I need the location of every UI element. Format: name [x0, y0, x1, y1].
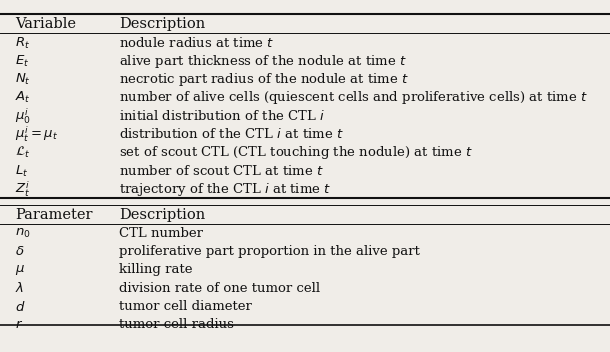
Text: $\mathcal{L}_t$: $\mathcal{L}_t$: [15, 145, 30, 160]
Text: division rate of one tumor cell: division rate of one tumor cell: [119, 282, 320, 295]
Text: $R_t$: $R_t$: [15, 36, 30, 50]
Text: killing rate: killing rate: [119, 264, 192, 277]
Text: distribution of the CTL $i$ at time $t$: distribution of the CTL $i$ at time $t$: [119, 127, 344, 142]
Text: $Z_t^i$: $Z_t^i$: [15, 180, 30, 199]
Text: $N_t$: $N_t$: [15, 72, 31, 87]
Text: Variable: Variable: [15, 17, 76, 31]
Text: alive part thickness of the nodule at time $t$: alive part thickness of the nodule at ti…: [119, 53, 407, 70]
Text: initial distribution of the CTL $i$: initial distribution of the CTL $i$: [119, 109, 325, 123]
Text: $r$: $r$: [15, 319, 23, 332]
Text: $n_0$: $n_0$: [15, 227, 31, 240]
Text: necrotic part radius of the nodule at time $t$: necrotic part radius of the nodule at ti…: [119, 71, 409, 88]
Text: Description: Description: [119, 208, 205, 221]
Text: $\delta$: $\delta$: [15, 245, 25, 258]
Text: $\mu_t^i = \mu_t$: $\mu_t^i = \mu_t$: [15, 125, 59, 144]
Text: number of scout CTL at time $t$: number of scout CTL at time $t$: [119, 164, 324, 178]
Text: set of scout CTL (CTL touching the nodule) at time $t$: set of scout CTL (CTL touching the nodul…: [119, 144, 473, 161]
Text: trajectory of the CTL $i$ at time $t$: trajectory of the CTL $i$ at time $t$: [119, 181, 331, 198]
Text: CTL number: CTL number: [119, 227, 203, 240]
Text: $\mu$: $\mu$: [15, 263, 25, 277]
Text: number of alive cells (quiescent cells and proliferative cells) at time $t$: number of alive cells (quiescent cells a…: [119, 89, 588, 106]
Text: $\mu_0^i$: $\mu_0^i$: [15, 106, 31, 126]
Text: tumor cell radius: tumor cell radius: [119, 319, 234, 332]
Text: $L_t$: $L_t$: [15, 164, 29, 178]
Text: Parameter: Parameter: [15, 208, 93, 221]
Text: $A_t$: $A_t$: [15, 90, 31, 105]
Text: $\lambda$: $\lambda$: [15, 281, 24, 295]
Text: tumor cell diameter: tumor cell diameter: [119, 300, 252, 313]
Text: nodule radius at time $t$: nodule radius at time $t$: [119, 36, 274, 50]
Text: $d$: $d$: [15, 300, 26, 314]
Text: $E_t$: $E_t$: [15, 54, 29, 69]
Text: proliferative part proportion in the alive part: proliferative part proportion in the ali…: [119, 245, 420, 258]
Text: Description: Description: [119, 17, 205, 31]
